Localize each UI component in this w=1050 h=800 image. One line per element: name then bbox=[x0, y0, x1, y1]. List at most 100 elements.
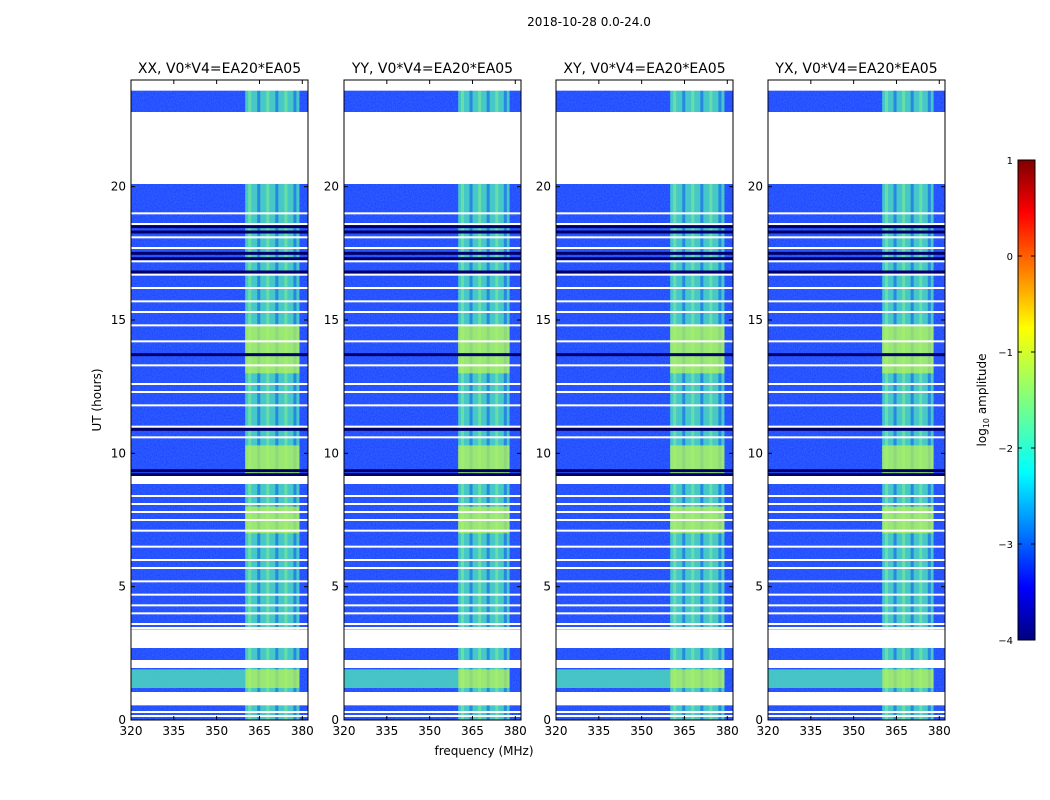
flag-line bbox=[344, 273, 521, 276]
bright-interval bbox=[458, 669, 510, 688]
band-stripe bbox=[927, 80, 931, 720]
band-stripe bbox=[718, 80, 722, 720]
band-stripe bbox=[460, 80, 464, 720]
colorbar-gradient bbox=[1017, 159, 1036, 641]
flag-line bbox=[768, 436, 945, 439]
dark-line bbox=[344, 473, 521, 477]
y-tick-label: 20 bbox=[536, 180, 551, 194]
flag-line bbox=[344, 580, 521, 583]
panel-2: XY, V0*V4=EA20*EA05 320 335 350 365 380 0 5 10 15… bbox=[536, 61, 739, 738]
flag-line bbox=[768, 519, 945, 521]
dark-line bbox=[768, 353, 945, 357]
x-tick-label: 335 bbox=[799, 724, 822, 738]
colorbar-tick-label: 1 bbox=[1007, 156, 1013, 167]
panel-heatmap bbox=[556, 80, 733, 720]
dark-line bbox=[768, 225, 945, 229]
flag-line bbox=[556, 623, 733, 625]
dark-line bbox=[131, 251, 308, 255]
colorbar: −4 −3 −2 −1 0 1 log10 amplitude bbox=[975, 156, 1036, 647]
dark-line bbox=[556, 230, 733, 234]
flag-line bbox=[344, 711, 521, 713]
dark-line bbox=[768, 469, 945, 473]
x-tick-label: 380 bbox=[928, 724, 951, 738]
flag-line bbox=[556, 436, 733, 439]
flag-line bbox=[556, 545, 733, 548]
dark-line bbox=[344, 469, 521, 473]
flag-line bbox=[131, 391, 308, 393]
band-stripe bbox=[495, 80, 499, 720]
panel-heatmap bbox=[344, 80, 521, 720]
flag-line bbox=[131, 545, 308, 548]
data-gap bbox=[768, 112, 945, 184]
flag-line bbox=[344, 236, 521, 239]
panel-title: YY, V0*V4=EA20*EA05 bbox=[351, 61, 513, 77]
flag-line bbox=[768, 711, 945, 713]
dark-line bbox=[131, 469, 308, 473]
x-tick-label: 335 bbox=[375, 724, 398, 738]
x-axis-label: frequency (MHz) bbox=[434, 744, 533, 758]
flag-line bbox=[344, 627, 521, 629]
flag-line bbox=[344, 559, 521, 561]
flag-line bbox=[556, 425, 733, 428]
flag-line bbox=[131, 623, 308, 625]
flag-line bbox=[344, 324, 521, 327]
y-tick-label: 5 bbox=[331, 580, 339, 594]
flag-line bbox=[768, 627, 945, 629]
flag-line bbox=[556, 495, 733, 497]
dark-line bbox=[556, 251, 733, 255]
dark-line bbox=[344, 251, 521, 255]
flag-line bbox=[768, 311, 945, 313]
data-gap bbox=[344, 660, 521, 668]
flag-line bbox=[768, 383, 945, 385]
flag-line bbox=[131, 247, 308, 249]
data-gap bbox=[556, 629, 733, 648]
flag-line bbox=[131, 715, 308, 717]
panels: XX, V0*V4=EA20*EA05 320 335 350 365 380 0 5 10 15… bbox=[111, 61, 951, 738]
band-stripe bbox=[902, 80, 906, 720]
flag-line bbox=[768, 580, 945, 583]
y-tick-label: 5 bbox=[755, 580, 763, 594]
x-tick-label: 365 bbox=[673, 724, 696, 738]
flag-line bbox=[768, 567, 945, 569]
dark-line bbox=[344, 270, 521, 274]
panel-frame bbox=[767, 79, 946, 721]
data-gap bbox=[131, 629, 308, 648]
flag-line bbox=[768, 223, 945, 225]
flag-line bbox=[131, 324, 308, 327]
bright-interval bbox=[245, 669, 300, 688]
dark-line bbox=[131, 257, 308, 261]
flag-line bbox=[768, 623, 945, 625]
flag-line bbox=[344, 364, 521, 367]
dark-line bbox=[556, 270, 733, 274]
band-stripe bbox=[700, 80, 704, 720]
flag-line bbox=[344, 612, 521, 615]
flag-line bbox=[131, 436, 308, 439]
flag-line bbox=[768, 260, 945, 263]
flag-line bbox=[556, 627, 733, 629]
panel-title: XX, V0*V4=EA20*EA05 bbox=[138, 61, 301, 77]
flag-line bbox=[768, 364, 945, 367]
flag-line bbox=[344, 529, 521, 532]
dark-line bbox=[131, 353, 308, 357]
y-tick-label: 20 bbox=[111, 180, 126, 194]
flag-line bbox=[556, 391, 733, 393]
flag-line bbox=[556, 604, 733, 607]
x-tick-label: 350 bbox=[842, 724, 865, 738]
flag-line bbox=[556, 311, 733, 313]
band-stripe bbox=[478, 80, 482, 720]
flag-line bbox=[344, 223, 521, 225]
data-gap bbox=[344, 692, 521, 706]
dark-line bbox=[344, 257, 521, 261]
flag-line bbox=[131, 273, 308, 276]
flag-line bbox=[131, 503, 308, 505]
data-gap bbox=[131, 692, 308, 706]
flag-line bbox=[556, 223, 733, 225]
y-tick-label: 15 bbox=[536, 313, 551, 327]
colorbar-tick-label: −4 bbox=[998, 636, 1013, 647]
band-stripe bbox=[248, 80, 252, 720]
panel-heatmap bbox=[131, 80, 308, 720]
flag-line bbox=[131, 519, 308, 521]
flag-line bbox=[556, 404, 733, 407]
x-tick-label: 320 bbox=[757, 724, 780, 738]
x-tick-label: 350 bbox=[205, 724, 228, 738]
